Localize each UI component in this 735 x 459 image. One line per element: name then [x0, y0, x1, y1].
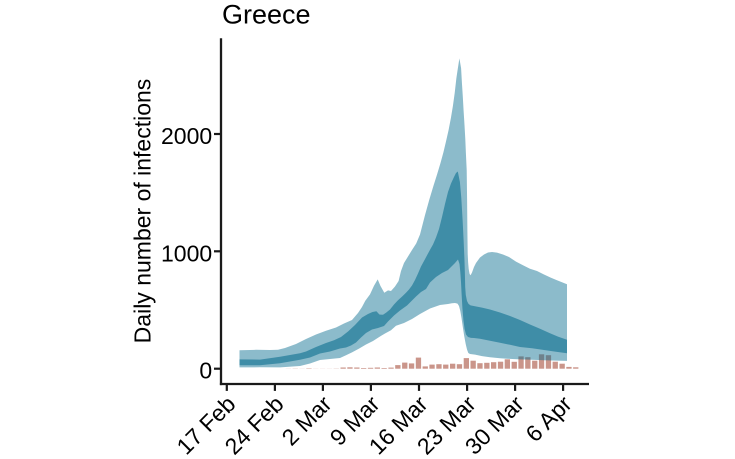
svg-text:2000: 2000: [161, 123, 212, 149]
svg-text:1000: 1000: [161, 240, 212, 266]
svg-text:0: 0: [199, 358, 212, 384]
svg-text:Daily number of infections: Daily number of infections: [130, 79, 156, 344]
svg-text:Greece: Greece: [222, 0, 311, 29]
